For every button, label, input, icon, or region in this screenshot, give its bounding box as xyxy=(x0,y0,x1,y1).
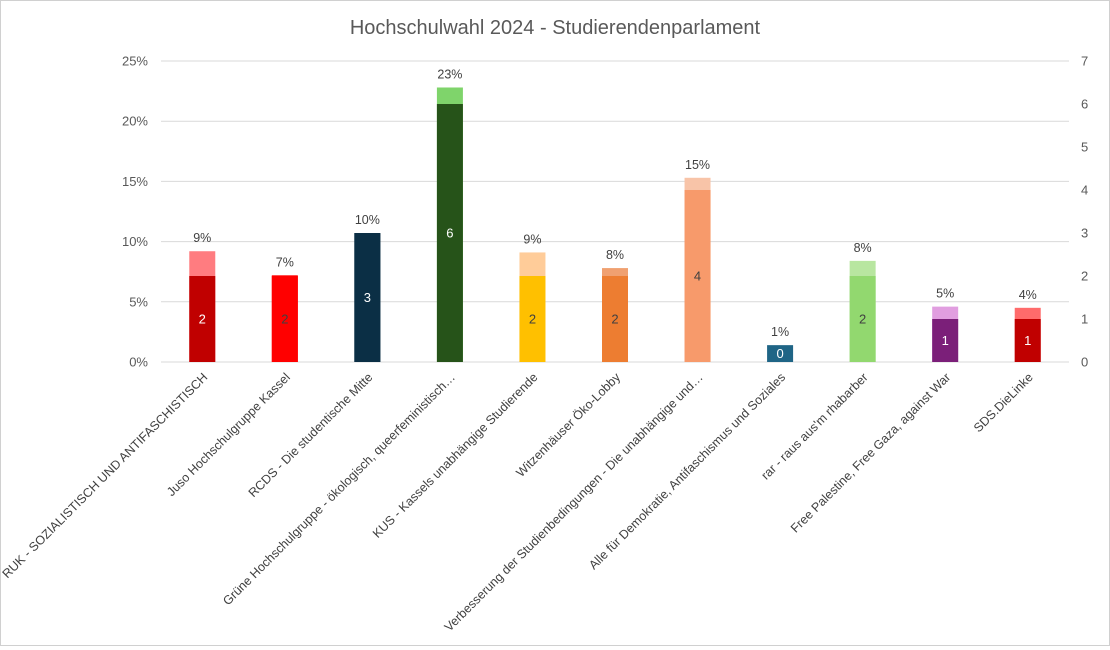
seat-bar xyxy=(354,233,381,362)
seat-count-label: 2 xyxy=(611,312,618,327)
vote-share-label: 8% xyxy=(606,248,624,262)
right-axis-tick-label: 1 xyxy=(1081,312,1088,327)
vote-share-label: 15% xyxy=(685,158,710,172)
seat-bar xyxy=(271,276,298,362)
left-axis-tick-label: 0% xyxy=(129,355,148,370)
vote-share-label: 1% xyxy=(771,325,789,339)
vote-share-label: 9% xyxy=(523,232,541,246)
seat-count-label: 2 xyxy=(281,312,288,327)
vote-share-label: 5% xyxy=(936,287,954,301)
right-axis-ticks: 0 1 2 3 4 5 6 7 xyxy=(1081,54,1088,370)
seat-count-label: 1 xyxy=(942,333,949,348)
bars: 9% 2 7% 2 10% 3 23% 6 9% 2 8% 2 15% 4 1% 0 8% 2 5% 1 4% 1 xyxy=(189,67,1041,362)
category-label: Alle für Demokratie, Antifaschismus und … xyxy=(586,370,788,572)
seat-count-label: 2 xyxy=(529,312,536,327)
right-axis-tick-label: 5 xyxy=(1081,140,1088,155)
seat-bar xyxy=(849,276,876,362)
seat-count-label: 2 xyxy=(859,312,866,327)
left-axis-ticks: 0% 5% 10% 15% 20% 25% xyxy=(122,54,148,370)
right-axis-tick-label: 2 xyxy=(1081,269,1088,284)
vote-share-bar xyxy=(767,345,794,362)
seat-count-label: 4 xyxy=(694,269,701,284)
seat-bar xyxy=(1014,319,1041,362)
vote-share-label: 10% xyxy=(355,213,380,227)
vote-share-label: 9% xyxy=(193,231,211,245)
left-axis-tick-label: 25% xyxy=(122,54,148,69)
right-axis-tick-label: 3 xyxy=(1081,226,1088,241)
seat-bar xyxy=(602,276,628,362)
left-axis-tick-label: 10% xyxy=(122,234,148,249)
seat-count-label: 0 xyxy=(776,346,783,361)
category-label: KUS - Kassels unabhängige Studierende xyxy=(370,370,541,541)
right-axis-tick-label: 7 xyxy=(1081,54,1088,69)
category-label: Free Palestine, Free Gaza, against War xyxy=(788,370,953,535)
vote-share-label: 7% xyxy=(276,255,294,269)
seat-bar xyxy=(932,319,959,362)
seat-bar xyxy=(519,276,546,362)
vote-share-label: 4% xyxy=(1019,288,1037,302)
vote-share-label: 8% xyxy=(854,241,872,255)
seat-bar xyxy=(436,104,463,362)
right-axis-tick-label: 0 xyxy=(1081,355,1088,370)
right-axis-tick-label: 4 xyxy=(1081,183,1088,198)
vote-share-label: 23% xyxy=(437,67,462,81)
category-labels: RUK - SOZIALISTISCH UND ANTIFASCHISTISCH… xyxy=(0,370,1036,634)
seat-count-label: 2 xyxy=(199,312,206,327)
chart-title: Hochschulwahl 2024 - Studierendenparlame… xyxy=(350,17,761,39)
left-axis-tick-label: 15% xyxy=(122,174,148,189)
seat-bar xyxy=(684,190,711,362)
seat-bar xyxy=(189,276,216,362)
seat-count-label: 6 xyxy=(446,226,453,241)
seat-count-label: 1 xyxy=(1024,333,1031,348)
seat-count-label: 3 xyxy=(364,290,371,305)
left-axis-tick-label: 20% xyxy=(122,114,148,129)
category-label: SDS.DieLinke xyxy=(971,370,1036,435)
left-axis-tick-label: 5% xyxy=(129,294,148,309)
gridlines xyxy=(161,60,1069,363)
right-axis-tick-label: 6 xyxy=(1081,97,1088,112)
